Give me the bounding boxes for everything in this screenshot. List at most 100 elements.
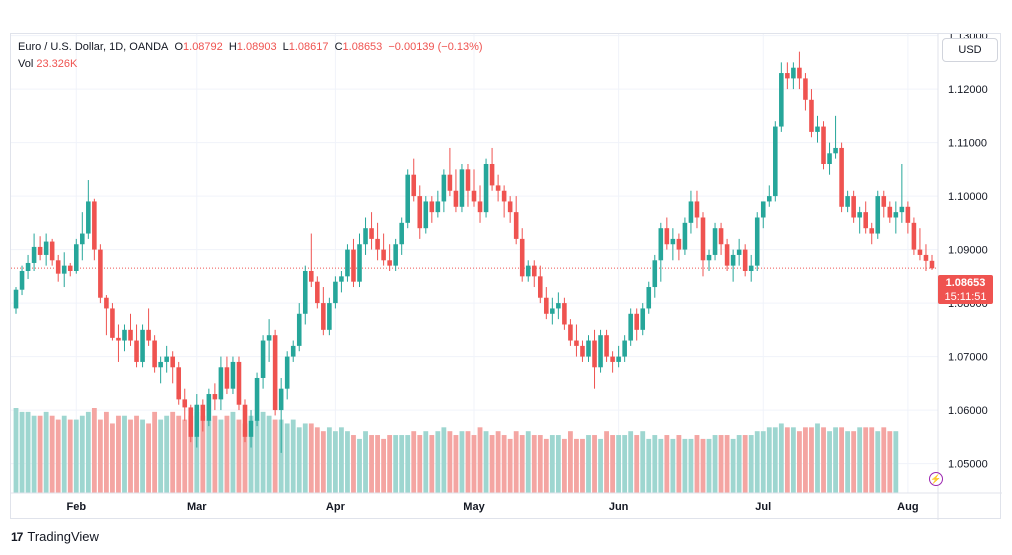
volume-bar: [622, 435, 628, 493]
candle-body: [544, 297, 549, 314]
candle-body: [128, 329, 133, 341]
volume-bar: [634, 435, 640, 493]
volume-bar: [646, 438, 652, 493]
candle-body: [513, 212, 519, 239]
volume-bar: [875, 431, 881, 493]
time-tick-label: Aug: [897, 501, 918, 513]
candle-body: [441, 174, 447, 202]
volume-bar: [658, 438, 664, 493]
candle-body: [658, 228, 664, 261]
volume-bar: [200, 415, 206, 493]
candle-body: [242, 404, 248, 437]
symbol-name[interactable]: Euro / U.S. Dollar, 1D, OANDA: [18, 41, 169, 53]
candle-body: [586, 340, 591, 357]
volume-bar: [797, 431, 802, 493]
candle-body: [598, 335, 603, 368]
volume-bar: [531, 435, 537, 493]
candle-body: [164, 356, 169, 362]
volume-bar: [549, 435, 555, 493]
candle-body: [664, 228, 670, 245]
lightning-icon[interactable]: ⚡: [929, 472, 943, 486]
volume-bar: [393, 435, 399, 493]
volume-bar: [242, 423, 248, 493]
price-tick-label: 1.12000: [948, 84, 988, 96]
time-tick-label: Jun: [609, 501, 629, 513]
candle-body: [682, 222, 688, 250]
candle-body: [507, 201, 513, 213]
candle-body: [899, 206, 905, 213]
candle-body: [381, 249, 386, 261]
volume-bar: [345, 431, 350, 493]
volume-bar: [290, 419, 296, 493]
volume-bar: [809, 427, 814, 493]
candle-body: [550, 308, 555, 314]
volume-bar: [266, 415, 272, 493]
close-value: 1.08653: [342, 41, 383, 53]
candle-body: [766, 196, 772, 202]
volume-bar: [784, 427, 790, 493]
volume-bar: [375, 435, 380, 493]
volume-bar: [682, 438, 688, 493]
candle-body: [616, 356, 621, 362]
candle-body: [92, 201, 97, 250]
chart-frame[interactable]: 1.05000 1.06000 1.07000 1.08000 1.09000 1.100…: [10, 33, 1002, 520]
volume-bar: [441, 427, 447, 493]
candle-body: [833, 147, 838, 154]
candle-body: [405, 174, 411, 223]
candle-body: [230, 361, 236, 389]
candle-body: [435, 201, 441, 213]
volume-bar: [772, 427, 778, 493]
candle-body: [393, 244, 398, 266]
volume-bar: [700, 438, 706, 493]
candle-body: [652, 260, 658, 288]
time-tick-label: Jul: [755, 501, 771, 513]
tradingview-logo-icon: 17: [11, 529, 23, 544]
volume-bar: [206, 419, 212, 493]
candle-body: [785, 73, 790, 79]
high-value: 1.08903: [236, 41, 277, 53]
candle-body: [483, 163, 489, 213]
volume-bar: [429, 435, 435, 493]
tradingview-branding[interactable]: 17 TradingView: [11, 529, 99, 544]
candle-body: [43, 241, 49, 255]
candle-body: [248, 420, 254, 437]
low-label: L: [282, 41, 289, 53]
volume-label[interactable]: Vol: [18, 58, 34, 70]
volume-bar: [688, 438, 694, 493]
open-value: 1.08792: [183, 41, 223, 53]
candle-body: [80, 233, 85, 245]
volume-bar: [272, 419, 278, 493]
volume-bar: [736, 435, 742, 493]
candle-body: [887, 206, 893, 218]
brand-name: TradingView: [27, 529, 99, 544]
candle-body: [501, 190, 507, 202]
volume-bar: [435, 431, 441, 493]
candle-body: [724, 244, 730, 266]
volume-bar: [176, 415, 182, 493]
volume-bar: [236, 419, 242, 493]
candle-body: [146, 329, 151, 341]
candle-body: [827, 153, 832, 164]
candle-body: [321, 303, 326, 330]
volume-bar: [869, 427, 875, 493]
volume-bar: [664, 435, 670, 493]
chart-canvas[interactable]: 1.050001.060001.070001.080001.090001.100…: [11, 34, 1002, 520]
usd-button[interactable]: USD: [942, 38, 998, 62]
candle-body: [736, 249, 742, 255]
volume-bar: [718, 435, 724, 493]
volume-bar: [501, 435, 507, 493]
time-tick-label: Apr: [326, 501, 346, 513]
volume-bar: [851, 431, 857, 493]
volume-bar: [254, 419, 260, 493]
price-tick-label: 1.09000: [948, 245, 988, 257]
candle-body: [477, 201, 483, 213]
candle-body: [519, 238, 525, 277]
volume-bar: [574, 438, 579, 493]
candle-body: [803, 78, 808, 100]
candle-body: [881, 196, 887, 207]
volume-bar: [519, 435, 525, 493]
volume-bar: [152, 411, 158, 493]
volume-bar: [483, 431, 489, 493]
volume-bar: [628, 431, 634, 493]
time-tick-label: May: [463, 501, 485, 513]
